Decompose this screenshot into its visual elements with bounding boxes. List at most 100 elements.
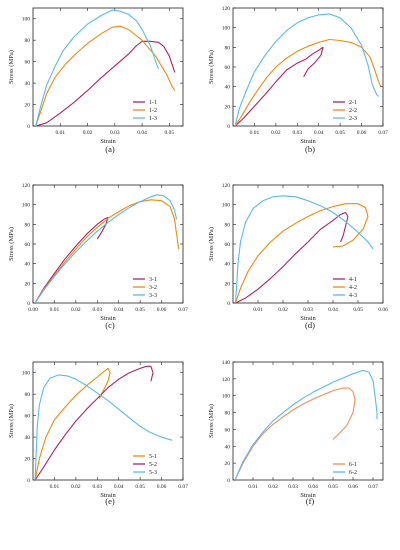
- x-axis-title: Strain: [300, 492, 316, 499]
- y-tick-label: 40: [25, 435, 31, 441]
- panel-label: (f): [306, 496, 315, 506]
- legend-label: 4-2: [349, 285, 357, 291]
- x-tick-label: 0.03: [92, 484, 102, 490]
- y-axis-title: Stress (MPa): [8, 227, 15, 261]
- x-tick-label: 0.05: [353, 307, 363, 313]
- y-tick-label: 0: [227, 124, 230, 130]
- legend-label: 6-2: [349, 470, 357, 476]
- x-tick-label: 0.05: [335, 130, 345, 136]
- series-line-5-3: [34, 374, 173, 480]
- x-tick-label: 0.02: [271, 130, 281, 136]
- y-tick-label: 40: [25, 262, 31, 268]
- x-tick-label: 0.02: [71, 484, 81, 490]
- x-tick-label: 0.01: [248, 484, 258, 490]
- plot-frame: [232, 184, 384, 304]
- legend-label: 4-1: [349, 277, 357, 283]
- x-axis-title: Strain: [100, 315, 116, 322]
- y-tick-label: 120: [222, 183, 231, 189]
- x-tick-label: 0.05: [135, 484, 145, 490]
- y-tick-label: 100: [222, 203, 231, 209]
- y-tick-label: 60: [25, 60, 31, 66]
- y-tick-label: 80: [225, 222, 231, 228]
- x-axis-title: Strain: [300, 315, 316, 322]
- y-tick-label: 120: [222, 6, 231, 12]
- y-tick-label: 40: [225, 444, 231, 450]
- chart-panel-2: 0.01 0.02 0.03 0.04 0.05 0.06 0.07 0 20 40 60 80 100…: [208, 6, 388, 154]
- y-tick-label: 80: [225, 45, 231, 51]
- x-tick-label: 0.04: [328, 307, 338, 313]
- panel-label: (b): [305, 144, 315, 154]
- series-line-5-2: [34, 365, 154, 480]
- series-line-6-2: [234, 369, 378, 480]
- y-tick-label: 60: [225, 242, 231, 248]
- y-tick-label: 100: [22, 17, 31, 23]
- panel-label: (e): [105, 496, 115, 506]
- x-tick-label: 0.01: [50, 484, 60, 490]
- y-tick-label: 20: [225, 281, 231, 287]
- y-tick-label: 80: [225, 411, 231, 417]
- series-line-1-1: [35, 40, 176, 126]
- legend: 3-1 3-2 3-3: [133, 277, 157, 299]
- x-tick-label: 0.04: [137, 130, 147, 136]
- x-tick-label: 0.04: [308, 484, 318, 490]
- x-tick-label: 0.03: [110, 130, 120, 136]
- x-tick-label: 0.07: [368, 484, 378, 490]
- panel-label: (a): [105, 144, 115, 154]
- legend: 1-1 1-2 1-3: [133, 100, 157, 122]
- x-tick-label: 0.05: [165, 130, 175, 136]
- chart-panel-3: 0.00 0.01 0.02 0.03 0.04 0.05 0.06 0.07 0 20 40 60 8…: [8, 183, 188, 330]
- x-tick-label: 0.01: [50, 307, 60, 313]
- y-tick-label: 20: [225, 104, 231, 110]
- y-axis-title: Stress (MPa): [208, 404, 215, 438]
- series-line-1-3: [35, 9, 160, 126]
- series-line-3-3: [34, 194, 178, 303]
- legend-label: 5-2: [149, 462, 157, 468]
- y-tick-label: 60: [225, 65, 231, 71]
- panel-label: (c): [105, 320, 115, 330]
- y-tick-label: 40: [25, 81, 31, 87]
- series-line-2-1: [234, 46, 324, 126]
- y-tick-label: 0: [227, 478, 230, 484]
- legend: 5-1 5-2 5-3: [133, 454, 157, 476]
- y-tick-label: 0: [227, 301, 230, 307]
- x-tick-label: 0.01: [55, 130, 65, 136]
- x-tick-label: 0.06: [378, 307, 388, 313]
- x-tick-label: 0.05: [328, 484, 338, 490]
- legend-label: 5-3: [149, 470, 157, 476]
- plot-frame: [232, 361, 384, 481]
- x-tick-label: 0.02: [71, 307, 81, 313]
- x-tick-label: 0.07: [178, 307, 188, 313]
- series-line-5-1: [34, 367, 111, 480]
- x-tick-label: 0.06: [357, 130, 367, 136]
- legend: 4-1 4-2 4-3: [333, 277, 357, 299]
- y-tick-label: 80: [25, 38, 31, 44]
- x-tick-label: 0.04: [114, 307, 124, 313]
- legend-label: 3-3: [149, 293, 157, 299]
- series-line-4-3: [234, 195, 374, 303]
- y-tick-label: 20: [25, 457, 31, 463]
- x-tick-label: 0.07: [378, 130, 388, 136]
- y-tick-label: 40: [225, 262, 231, 268]
- x-tick-label: 0.00: [28, 307, 38, 313]
- series-line-1-2: [35, 25, 176, 126]
- y-tick-label: 40: [225, 85, 231, 91]
- panel-label: (d): [305, 320, 315, 330]
- x-tick-label: 0.03: [303, 307, 313, 313]
- x-tick-label: 0.04: [314, 130, 324, 136]
- x-tick-label: 0.02: [268, 484, 278, 490]
- chart-panel-4: 0.01 0.02 0.03 0.04 0.05 0.06 0 20 40 60 80 100 120 S…: [208, 183, 388, 330]
- y-tick-label: 20: [25, 103, 31, 109]
- x-tick-label: 0.06: [157, 484, 167, 490]
- legend-label: 4-3: [349, 293, 357, 299]
- plot-frame: [32, 184, 184, 304]
- legend-label: 1-2: [149, 108, 157, 114]
- legend-label: 5-1: [149, 454, 157, 460]
- chart-panel-1: 0.01 0.02 0.03 0.04 0.05 0 20 40 60 80 100 Strain St…: [8, 7, 184, 154]
- y-tick-label: 20: [225, 461, 231, 467]
- y-tick-label: 0: [27, 478, 30, 484]
- legend-label: 3-1: [149, 277, 157, 283]
- x-axis-title: Strain: [300, 138, 316, 145]
- x-tick-label: 0.02: [83, 130, 93, 136]
- x-axis-title: Strain: [100, 138, 116, 145]
- series-line-3-2: [34, 199, 180, 303]
